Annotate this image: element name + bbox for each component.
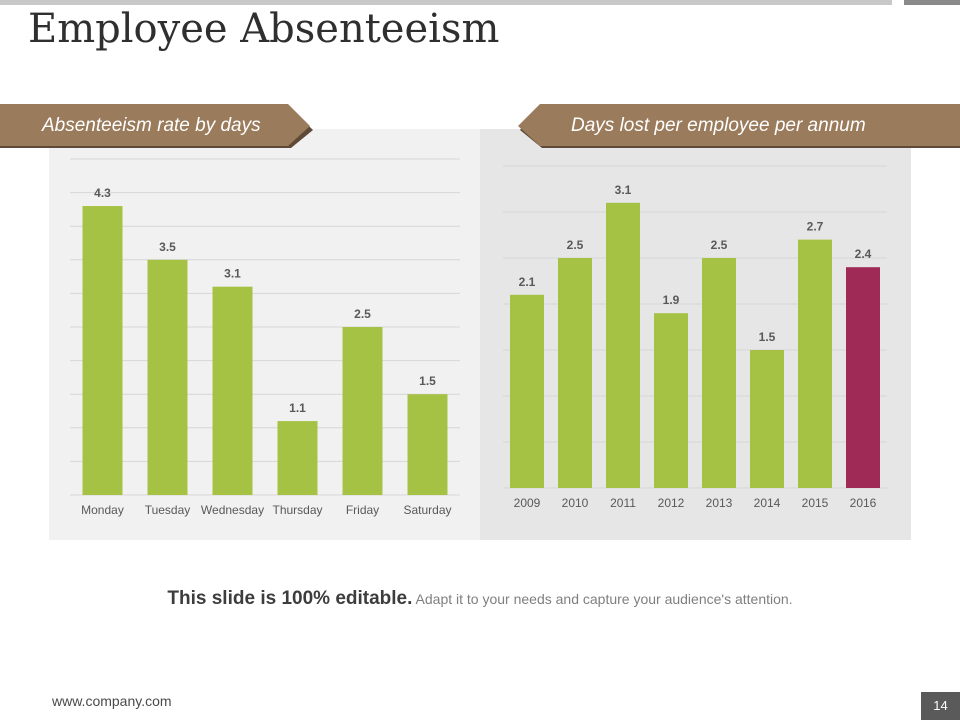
data-label: 1.5 xyxy=(419,374,436,388)
website-link[interactable]: www.company.com xyxy=(52,693,172,709)
tick-label: Thursday xyxy=(272,503,322,517)
right-chart-banner: Days lost per employee per annum xyxy=(518,104,960,148)
tick-label: Friday xyxy=(346,503,379,517)
data-label: 3.1 xyxy=(224,267,241,281)
bar-2009 xyxy=(510,294,544,488)
tick-label: Monday xyxy=(81,503,124,517)
page-number: 14 xyxy=(921,692,960,720)
bar-monday xyxy=(82,206,123,495)
bar-2014 xyxy=(750,350,784,488)
data-label: 1.5 xyxy=(759,330,776,344)
data-label: 1.9 xyxy=(663,293,680,307)
tick-label: 2015 xyxy=(802,496,829,510)
tick-label: 2010 xyxy=(562,496,589,510)
data-label: 2.5 xyxy=(567,238,584,252)
right-chart-panel: 2.1 2009 2.5 2010 3.1 2011 1.9 2012 2.5 2013 1.5 20… xyxy=(480,129,911,540)
top-accent-line-dark xyxy=(904,0,960,5)
bar-wednesday xyxy=(212,286,253,495)
tick-label: 2009 xyxy=(514,496,541,510)
data-label: 2.5 xyxy=(711,238,728,252)
footer-note-text: Adapt it to your needs and capture your … xyxy=(415,591,793,607)
banner-ribbon-shape xyxy=(0,104,313,148)
left-chart-panel: 4.3 Monday 3.5 Tuesday 3.1 Wednesday 1.1 Thursd… xyxy=(49,129,480,540)
page-title: Employee Absenteeism xyxy=(28,6,500,52)
bar-thursday xyxy=(277,421,318,495)
data-label: 3.5 xyxy=(159,240,176,254)
data-label: 2.5 xyxy=(354,307,371,321)
footer-note-bold: This slide is 100% editable. xyxy=(167,588,413,609)
right-banner-label: Days lost per employee per annum xyxy=(571,115,866,136)
tick-label: 2012 xyxy=(658,496,685,510)
bar-2010 xyxy=(558,258,592,488)
bar-2016 xyxy=(846,267,880,488)
data-label: 2.7 xyxy=(807,220,824,234)
tick-label: 2016 xyxy=(850,496,877,510)
bar-2012 xyxy=(654,313,688,488)
tick-label: Tuesday xyxy=(145,503,191,517)
bar-2015 xyxy=(798,239,832,488)
left-banner-label: Absenteeism rate by days xyxy=(42,115,261,136)
data-label: 2.4 xyxy=(855,247,872,261)
banner-ribbon-shape xyxy=(518,104,960,148)
data-label: 3.1 xyxy=(615,183,632,197)
tick-label: Wednesday xyxy=(201,503,264,517)
bar-saturday xyxy=(407,394,448,495)
data-label: 2.1 xyxy=(519,275,536,289)
bar-friday xyxy=(342,327,383,495)
bar-tuesday xyxy=(147,259,188,495)
top-accent-line xyxy=(0,0,892,5)
data-label: 4.3 xyxy=(94,186,111,200)
left-chart-banner: Absenteeism rate by days xyxy=(0,104,316,148)
tick-label: Saturday xyxy=(403,503,451,517)
footer-note: This slide is 100% editable. Adapt it to… xyxy=(0,588,960,610)
tick-label: 2014 xyxy=(754,496,781,510)
bar-2013 xyxy=(702,258,736,488)
data-label: 1.1 xyxy=(289,401,306,415)
absenteeism-by-day-chart: 4.3 Monday 3.5 Tuesday 3.1 Wednesday 1.1 Thursd… xyxy=(70,158,460,517)
days-lost-per-year-chart: 2.1 2009 2.5 2010 3.1 2011 1.9 2012 2.5 2013 1.5 20… xyxy=(503,165,887,510)
bar-2011 xyxy=(606,202,640,489)
tick-label: 2013 xyxy=(706,496,733,510)
tick-label: 2011 xyxy=(610,496,636,510)
